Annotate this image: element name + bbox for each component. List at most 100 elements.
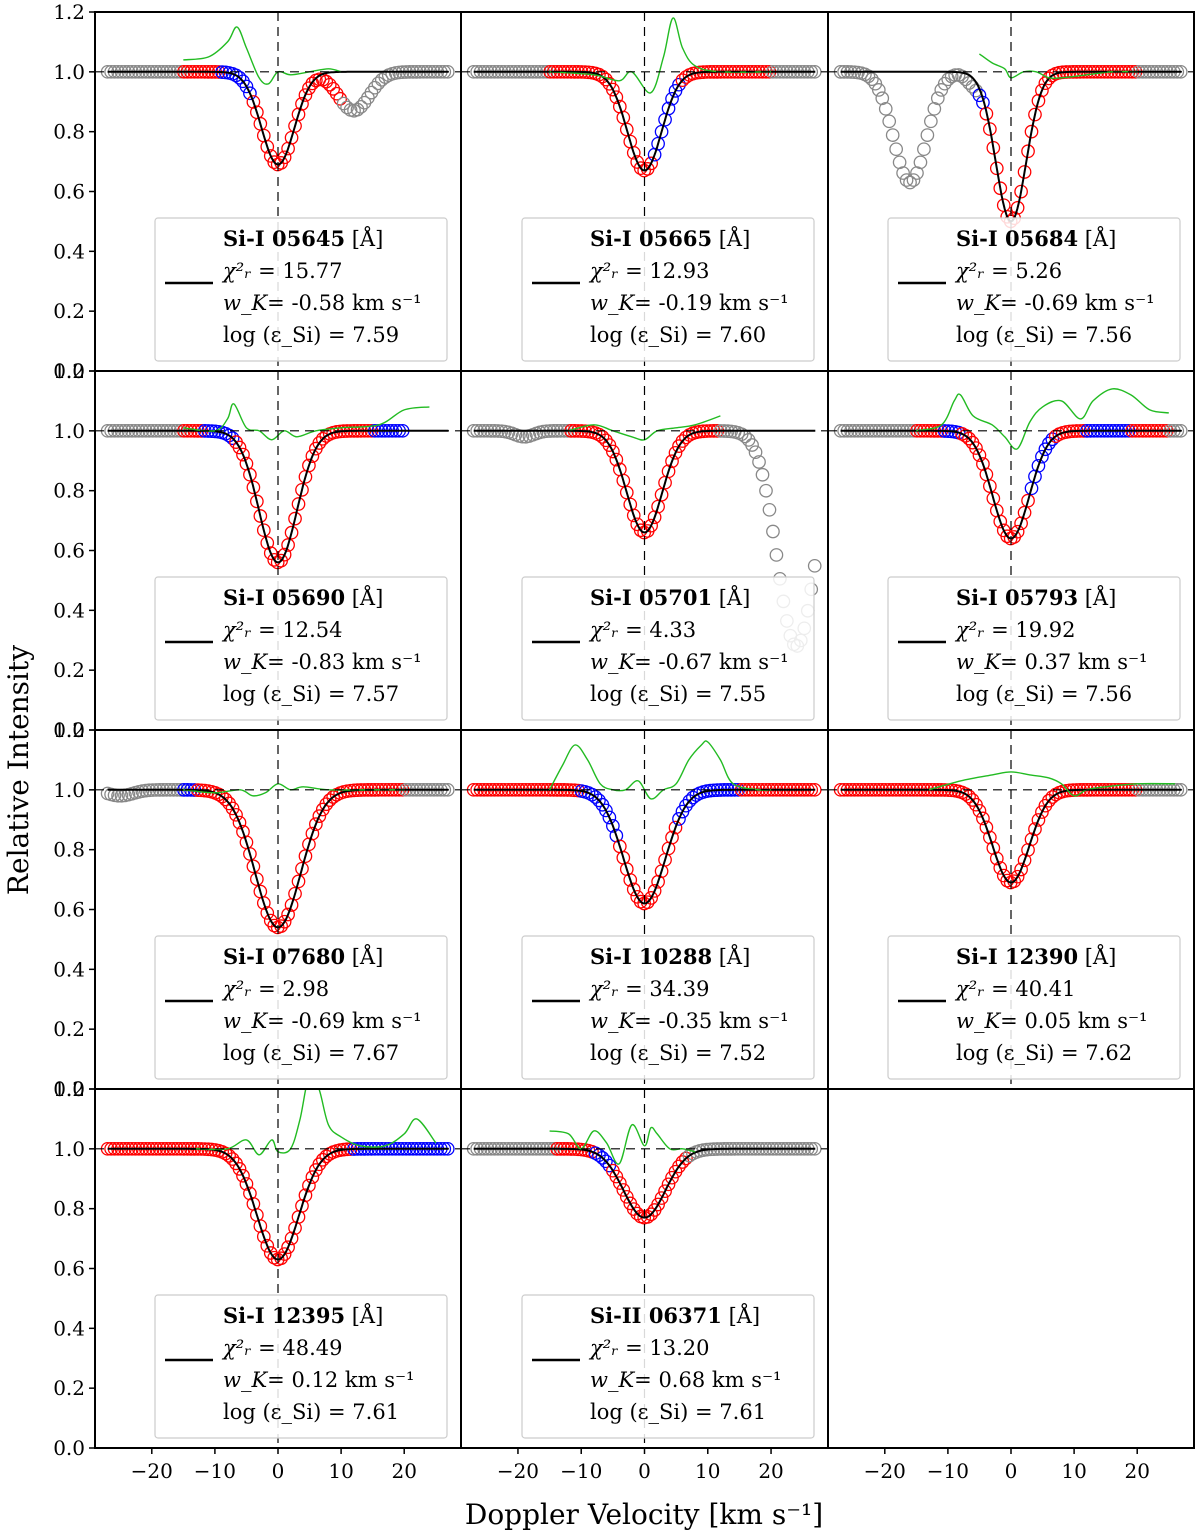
y-tick-label: 1.2 bbox=[53, 0, 85, 24]
legend-chi2-label: χ²ᵣ = bbox=[954, 259, 1015, 283]
legend-wk: w_K= -0.35 km s⁻¹ bbox=[590, 1009, 789, 1033]
legend-box bbox=[521, 576, 815, 721]
legend-wk: w_K= 0.12 km s⁻¹ bbox=[223, 1368, 414, 1392]
fitted-point bbox=[295, 861, 309, 876]
x-tick-label: 20 bbox=[1124, 1459, 1149, 1483]
x-tick-label: −10 bbox=[560, 1459, 602, 1483]
excluded-point bbox=[807, 558, 822, 573]
legend-abundance-value: 7.62 bbox=[1085, 1041, 1132, 1065]
legend-abundance-label: log (ε_Si) = bbox=[956, 682, 1085, 706]
excluded-point bbox=[759, 483, 773, 498]
y-axis: 0.00.20.40.60.81.01.20.00.20.40.60.81.01… bbox=[53, 0, 95, 1460]
legend-abundance-label: log (ε_Si) = bbox=[590, 1400, 719, 1424]
legend-abundance: log (ε_Si) = 7.61 bbox=[223, 1400, 399, 1424]
legend-chi2-label: χ²ᵣ = bbox=[221, 977, 282, 1001]
fitted-point bbox=[626, 145, 641, 160]
y-tick-label: 1.2 bbox=[53, 359, 85, 383]
excluded-point bbox=[865, 72, 879, 87]
fitted-point bbox=[626, 1202, 641, 1216]
fitted-point bbox=[679, 1151, 693, 1166]
fitted-point bbox=[989, 161, 1004, 176]
fitted-point bbox=[672, 1159, 686, 1174]
fitted-point bbox=[232, 815, 247, 830]
legend-wk-unit: km s⁻¹ bbox=[345, 291, 421, 315]
x-tick-label: 10 bbox=[1061, 1459, 1086, 1483]
fitted-point bbox=[654, 1191, 669, 1205]
excluded-point bbox=[913, 155, 928, 170]
y-tick-label: 0.8 bbox=[53, 1197, 85, 1221]
legend-line-id: Si-I 05701 bbox=[590, 585, 712, 610]
legend-wk-label: w_K= bbox=[223, 650, 291, 674]
legend-line-name: Si-I 05684 [Å] bbox=[956, 226, 1116, 251]
fitted-point bbox=[626, 882, 641, 897]
legend-wk: w_K= 0.37 km s⁻¹ bbox=[956, 650, 1147, 674]
fitted-point bbox=[256, 523, 271, 538]
fitted-point bbox=[229, 807, 243, 822]
y-tick-label: 1.0 bbox=[53, 60, 85, 84]
fitted-point bbox=[623, 873, 638, 887]
fitted-point bbox=[609, 90, 624, 105]
fitted-point bbox=[298, 88, 313, 102]
residual-line bbox=[195, 1089, 437, 1156]
legend-abundance: log (ε_Si) = 7.56 bbox=[956, 323, 1132, 347]
panel-si-ii-06371 bbox=[461, 1089, 828, 1448]
x-tick-label: 0 bbox=[272, 1459, 285, 1483]
legend-line-id: Si-I 05684 bbox=[956, 226, 1078, 251]
fitted-point bbox=[333, 91, 348, 106]
legend-box bbox=[887, 576, 1181, 721]
panel-grid: Si-I 05645 [Å]χ²ᵣ = 15.77w_K= -0.58 km s… bbox=[95, 12, 1194, 1448]
legend-line-name: Si-I 05701 [Å] bbox=[590, 585, 750, 610]
legend-line-name: Si-I 05690 [Å] bbox=[223, 585, 383, 610]
legend-chi2: χ²ᵣ = 48.49 bbox=[221, 1336, 343, 1360]
legend: Si-I 05684 [Å] χ²ᵣ = 5.26 w_K= -0.69 km s⁻… bbox=[887, 217, 1181, 362]
residual-line bbox=[548, 740, 772, 800]
fitted-point bbox=[986, 841, 1001, 855]
legend-chi2: χ²ᵣ = 34.39 bbox=[588, 977, 710, 1001]
legend-chi2-value: 19.92 bbox=[1015, 618, 1075, 642]
masked-point bbox=[661, 101, 676, 116]
legend: Si-I 07680 [Å] χ²ᵣ = 2.98 w_K= -0.69 km s⁻… bbox=[154, 935, 448, 1080]
fitted-point bbox=[319, 74, 334, 89]
legend-chi2-label: χ²ᵣ = bbox=[954, 977, 1015, 1001]
legend-abundance: log (ε_Si) = 7.52 bbox=[590, 1041, 766, 1065]
fitted-point bbox=[989, 851, 1004, 866]
legend: Si-I 05645 [Å]χ²ᵣ = 15.77w_K= -0.58 km s… bbox=[154, 217, 448, 362]
fitted-point bbox=[322, 77, 337, 92]
legend-abundance: log (ε_Si) = 7.61 bbox=[590, 1400, 766, 1424]
fitted-point bbox=[309, 817, 323, 831]
legend-wk-value: 0.68 bbox=[658, 1368, 705, 1392]
y-tick-label: 0.8 bbox=[53, 120, 85, 144]
legend-chi2-value: 12.93 bbox=[649, 259, 709, 283]
legend-wk: w_K= -0.69 km s⁻¹ bbox=[956, 291, 1155, 315]
fitted-point bbox=[1017, 165, 1032, 179]
fitted-point bbox=[983, 122, 997, 136]
legend-unit: [Å] bbox=[1078, 226, 1116, 251]
y-tick-label: 1.0 bbox=[53, 778, 85, 802]
legend-wk-unit: km s⁻¹ bbox=[1071, 1009, 1147, 1033]
fitted-point bbox=[976, 811, 990, 826]
y-tick-label: 0.4 bbox=[53, 239, 85, 263]
legend-chi2: χ²ᵣ = 40.41 bbox=[954, 977, 1076, 1001]
legend-abundance-label: log (ε_Si) = bbox=[590, 323, 719, 347]
fitted-point bbox=[965, 793, 980, 807]
legend: Si-I 05793 [Å]χ²ᵣ = 19.92w_K= 0.37 km s⁻… bbox=[887, 576, 1181, 721]
y-tick-label: 0.2 bbox=[53, 299, 85, 323]
fitted-point bbox=[993, 514, 1008, 529]
masked-point bbox=[1045, 432, 1060, 447]
legend-chi2-value: 48.49 bbox=[282, 1336, 342, 1360]
legend-wk-value: -0.69 bbox=[1024, 291, 1078, 315]
legend: Si-I 10288 [Å]χ²ᵣ = 34.39w_K= -0.35 km s… bbox=[521, 935, 815, 1080]
legend-abundance-value: 7.57 bbox=[352, 682, 399, 706]
masked-point bbox=[592, 793, 606, 808]
fitted-point bbox=[955, 427, 969, 441]
legend-chi2-label: χ²ᵣ = bbox=[588, 1336, 649, 1360]
legend-abundance-value: 7.56 bbox=[1085, 682, 1132, 706]
legend-line-id: Si-II 06371 bbox=[590, 1303, 722, 1328]
legend-unit: [Å] bbox=[345, 585, 383, 610]
masked-point bbox=[595, 1151, 610, 1165]
x-tick-label: 20 bbox=[758, 1459, 783, 1483]
fitted-point bbox=[260, 1238, 275, 1253]
fitted-point bbox=[665, 454, 679, 469]
legend: Si-I 12395 [Å]χ²ᵣ = 48.49w_K= 0.12 km s⁻… bbox=[154, 1294, 448, 1439]
x-tick-label: 10 bbox=[695, 1459, 720, 1483]
